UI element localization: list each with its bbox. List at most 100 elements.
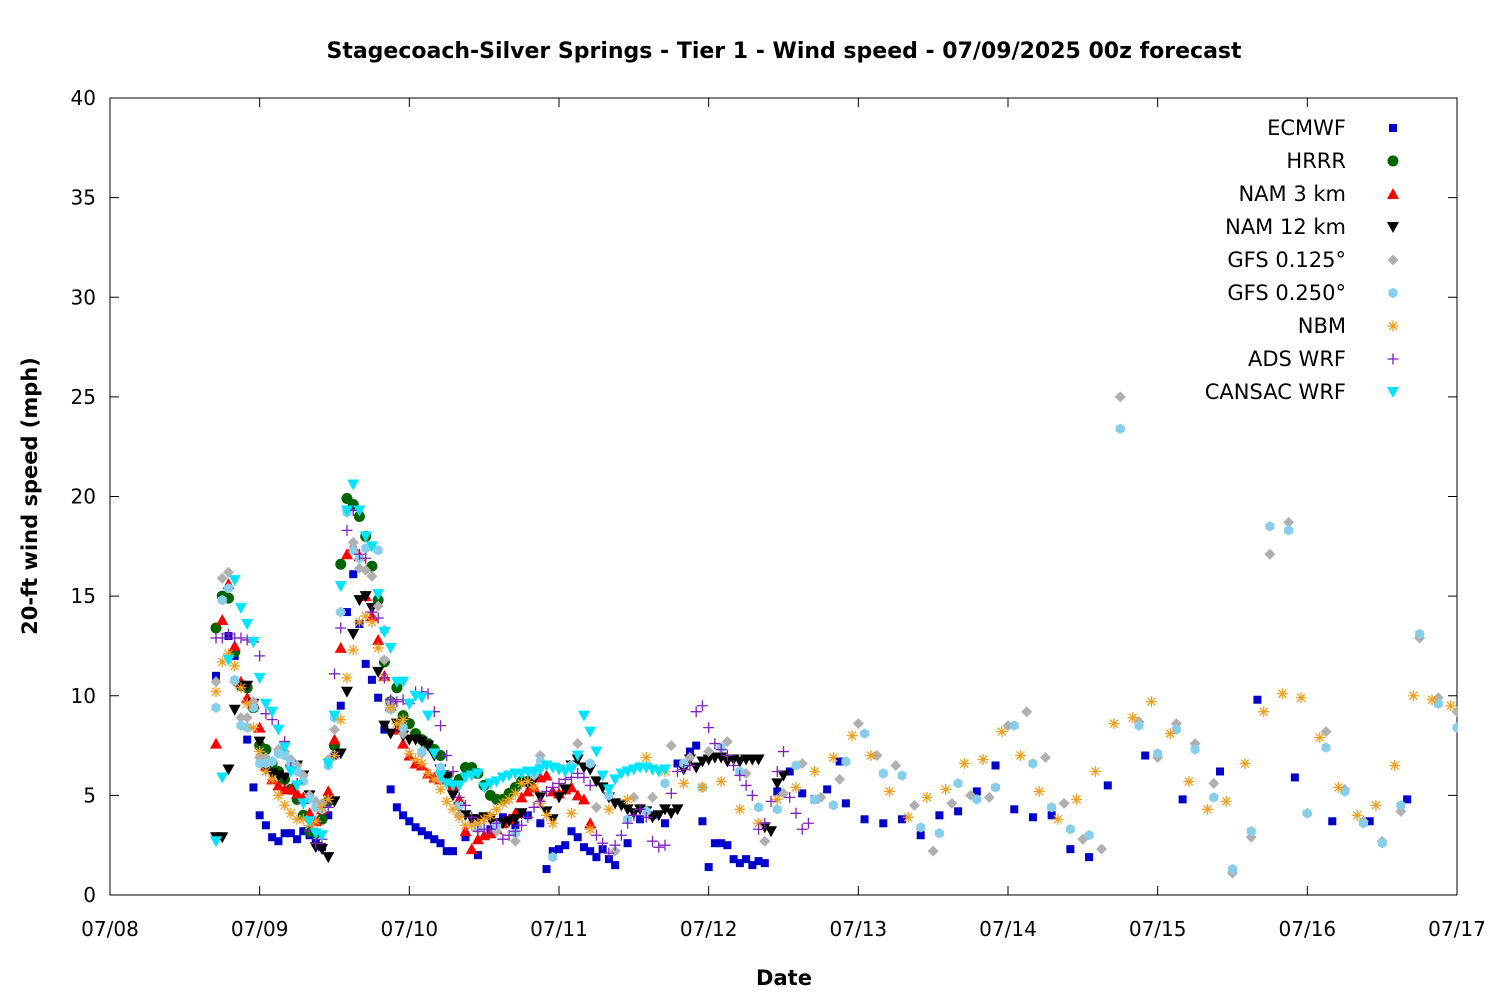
data-point [216,632,228,644]
y-tick-label: 30 [71,285,96,309]
data-point [367,675,376,684]
data-point [254,650,266,662]
data-point [509,825,521,837]
data-point [541,785,553,797]
data-point [509,835,521,847]
data-point [765,826,778,838]
data-point [1302,808,1312,819]
data-point [590,776,603,788]
data-point [347,536,359,548]
data-point [972,787,981,796]
data-point [424,831,433,840]
data-point [466,811,478,823]
legend-label: ECMWF [1267,116,1346,140]
data-point [297,798,310,810]
data-point [577,793,590,805]
data-point [623,839,632,848]
data-point [1028,758,1038,769]
data-point [378,720,391,732]
data-point [266,773,278,785]
data-point [1452,722,1458,733]
data-point [272,724,285,736]
data-point [210,737,223,749]
data-point [434,770,447,782]
data-point [459,799,471,811]
data-point [954,807,963,816]
data-point [366,570,378,582]
data-point [522,811,534,823]
data-point [571,789,584,801]
y-axis-label: 20-ft wind speed (mph) [18,357,42,635]
data-point [285,807,297,819]
data-point [796,823,808,835]
data-point [247,636,260,648]
data-point [372,642,384,654]
data-point [222,654,235,666]
data-point [777,770,790,782]
data-point [665,808,678,820]
data-point [659,764,672,776]
data-point [609,839,621,851]
data-point [515,808,528,820]
data-point [1010,805,1019,814]
data-point [935,811,944,820]
data-point [359,531,372,543]
data-point [1445,700,1457,712]
data-point [210,676,222,688]
data-point [442,847,451,856]
data-point [742,855,751,864]
data-point [521,785,534,797]
data-point [1115,423,1125,434]
data-point [340,548,353,560]
data-point [841,799,850,808]
data-point [879,819,888,828]
data-point [773,787,782,796]
data-point [484,823,496,835]
data-point [1114,391,1126,403]
data-point [516,819,528,831]
series-ecmwf [212,570,1412,874]
data-point [436,762,445,773]
data-point [1276,688,1288,700]
data-point [398,722,408,733]
x-tick-label: 07/13 [830,917,888,941]
data-point [222,566,234,578]
data-point [665,740,677,752]
data-point [316,830,329,842]
data-point [577,710,590,722]
data-point [778,746,789,758]
data-point [1314,732,1326,744]
data-point [386,785,395,794]
data-point [260,765,272,777]
data-point [771,778,784,790]
data-point [316,801,328,813]
data-point [628,791,640,803]
data-point [953,778,963,789]
data-point [210,622,222,634]
data-point [453,780,466,792]
legend-marker [1388,287,1398,299]
data-point [284,766,297,778]
data-point [760,859,769,868]
data-point [347,628,360,640]
data-point [253,736,266,748]
data-point [329,668,340,680]
data-point [229,660,241,672]
data-point [1021,706,1033,718]
data-point [823,785,832,794]
data-point [671,804,684,816]
data-point [503,829,515,841]
data-point [996,726,1008,738]
data-point [572,767,584,779]
data-point [809,765,821,777]
data-point [841,756,851,767]
data-point [528,801,540,813]
data-point [611,861,620,870]
data-point [878,768,888,779]
data-point [860,728,870,739]
data-point [1089,765,1101,777]
data-point [435,783,447,795]
data-point [272,779,285,791]
y-tick-label: 20 [71,485,96,509]
